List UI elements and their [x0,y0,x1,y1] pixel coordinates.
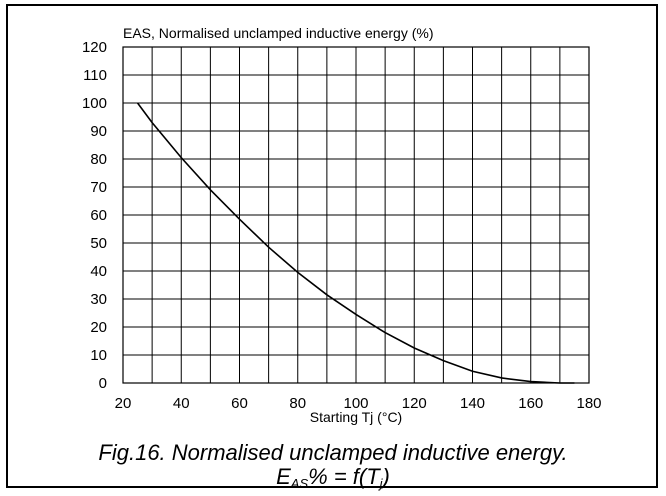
x-tick-label: 160 [518,395,543,412]
caption-eas-suffix: ) [382,464,390,489]
caption-eas-middle: % = f(T [308,464,380,489]
y-tick-label: 80 [90,151,107,168]
caption-eas-prefix: E [276,464,291,489]
grid [122,46,590,384]
series-line [136,102,575,384]
y-tick-label: 100 [82,95,107,112]
caption-line-2: EAS% = f(Tj) [8,465,658,496]
x-tick-label: 60 [231,395,248,412]
y-tick-label: 30 [90,291,107,308]
y-tick-label: 10 [90,347,107,364]
y-tick-label: 110 [83,67,107,84]
y-tick-label: 60 [90,207,107,224]
caption-tj-subscript: j [379,476,383,491]
y-tick-label: 20 [90,319,107,336]
x-tick-label: 40 [173,395,190,412]
figure-caption: Fig.16. Normalised unclamped inductive e… [8,441,658,496]
y-tick-label: 0 [99,375,107,392]
x-tick-label: 100 [343,395,368,412]
plot-area [122,46,590,384]
figure-frame [6,4,658,488]
y-tick-label: 50 [90,235,107,252]
y-tick-label: 120 [82,39,107,56]
tick-labels: 0 10 20 30 40 50 60 70 80 90 100 110 120 20 40 60 80 100 1… [82,39,602,412]
series [136,102,575,384]
x-tick-label: 20 [115,395,132,412]
x-tick-label: 80 [289,395,306,412]
caption-eas-subscript: AS [290,476,309,491]
chart-title: EAS, Normalised unclamped inductive ener… [123,25,433,41]
y-tick-label: 70 [90,179,107,196]
x-tick-label: 180 [576,395,601,412]
caption-line-1: Fig.16. Normalised unclamped inductive e… [98,440,568,465]
x-tick-label: 120 [402,395,427,412]
y-tick-label: 40 [90,263,107,280]
x-tick-label: 140 [460,395,485,412]
x-axis-label: Starting Tj (°C) [310,409,402,425]
y-tick-label: 90 [90,123,107,140]
